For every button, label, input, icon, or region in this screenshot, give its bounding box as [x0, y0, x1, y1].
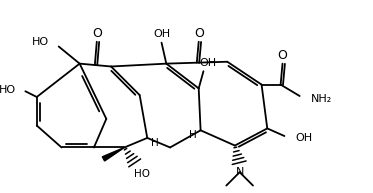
Text: OH: OH — [153, 29, 170, 39]
Text: HO: HO — [32, 37, 49, 47]
Text: NH₂: NH₂ — [311, 94, 332, 104]
Text: HO: HO — [0, 85, 16, 95]
Text: O: O — [92, 27, 102, 40]
Text: HO: HO — [134, 169, 150, 179]
Text: H: H — [189, 130, 197, 140]
Text: O: O — [194, 27, 204, 40]
Text: OH: OH — [296, 133, 313, 143]
Polygon shape — [102, 147, 125, 161]
Text: N: N — [235, 167, 244, 177]
Text: OH: OH — [200, 58, 217, 68]
Text: H: H — [151, 138, 159, 148]
Text: O: O — [278, 49, 288, 62]
